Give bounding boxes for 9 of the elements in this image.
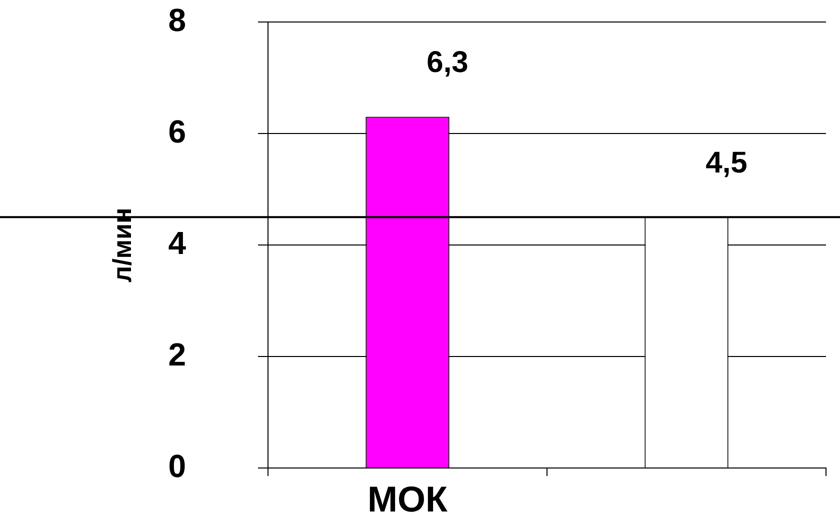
y-axis-title: л/мин — [106, 208, 137, 282]
y-tick-label: 6 — [168, 113, 186, 150]
y-tick-label: 2 — [168, 336, 186, 372]
data-label: 6,3 — [426, 46, 468, 80]
y-tick-label: 0 — [168, 448, 186, 484]
data-label: 4,5 — [706, 146, 748, 180]
y-tick-label: 4 — [168, 224, 186, 261]
y-tick-label: 8 — [168, 2, 186, 38]
x-tick-label: МОК — [368, 478, 449, 520]
